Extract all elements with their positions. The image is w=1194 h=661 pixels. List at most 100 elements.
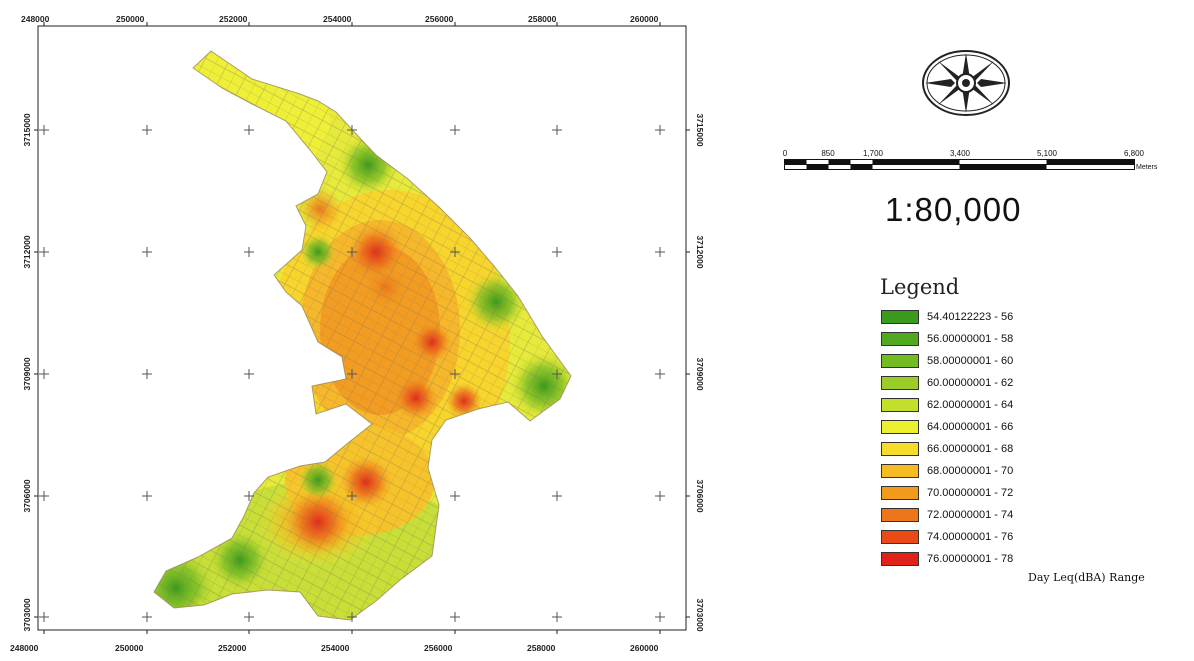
- graticule-cross: [244, 125, 254, 135]
- legend-title: Legend: [880, 275, 960, 299]
- legend-item: 58.00000001 - 60: [881, 350, 1013, 372]
- x-tick-label: 258000: [527, 643, 556, 653]
- graticule-cross: [450, 369, 460, 379]
- legend-swatch: [881, 398, 919, 412]
- legend-item: 66.00000001 - 68: [881, 438, 1013, 460]
- graticule-cross: [39, 247, 49, 257]
- graticule-cross: [655, 491, 665, 501]
- x-axis-bottom-labels: 248000 250000 252000 254000 256000 25800…: [10, 643, 659, 653]
- legend-swatch: [881, 376, 919, 390]
- x-tick-label: 248000: [10, 643, 39, 653]
- scale-tick-label: 5,100: [1036, 149, 1058, 158]
- legend-swatch: [881, 486, 919, 500]
- y-tick-label: 3712000: [695, 235, 705, 268]
- graticule-cross: [655, 369, 665, 379]
- scale-bar-graphic: [784, 159, 1135, 170]
- y-tick-label: 3715000: [22, 113, 32, 146]
- graticule-cross: [39, 491, 49, 501]
- legend-label: 74.00000001 - 76: [927, 531, 1014, 543]
- graticule-cross: [450, 247, 460, 257]
- noise-map-panel: 248000 250000 252000 254000 256000 25800…: [10, 14, 705, 653]
- x-tick-label: 252000: [219, 14, 248, 24]
- x-tick-label: 260000: [630, 14, 659, 24]
- graticule-cross: [347, 125, 357, 135]
- graticule-cross: [450, 125, 460, 135]
- x-tick-label: 256000: [425, 14, 454, 24]
- graticule-cross: [142, 247, 152, 257]
- graticule-cross: [552, 247, 562, 257]
- scale-ratio: 1:80,000: [885, 191, 1022, 228]
- noise-map: 248000 250000 252000 254000 256000 25800…: [10, 14, 705, 653]
- y-tick-label: 3709000: [22, 357, 32, 390]
- x-tick-label: 248000: [21, 14, 50, 24]
- graticule-cross: [347, 247, 357, 257]
- y-tick-label: 3715000: [695, 113, 705, 146]
- graticule-cross: [655, 247, 665, 257]
- graticule-cross: [347, 612, 357, 622]
- scale-tick-label: 850: [821, 149, 835, 158]
- graticule-cross: [655, 612, 665, 622]
- legend-swatch: [881, 420, 919, 434]
- x-axis-top-labels: 248000 250000 252000 254000 256000 25800…: [21, 14, 659, 24]
- legend: 54.40122223 - 56 56.00000001 - 58 58.00000…: [881, 306, 1013, 570]
- graticule-crosses: [39, 125, 665, 622]
- x-tick-label: 250000: [115, 643, 144, 653]
- x-tick-label: 254000: [323, 14, 352, 24]
- x-tick-label: 260000: [630, 643, 659, 653]
- legend-label: 58.00000001 - 60: [927, 355, 1014, 367]
- legend-label: 70.00000001 - 72: [927, 487, 1014, 499]
- legend-swatch: [881, 332, 919, 346]
- legend-item: 70.00000001 - 72: [881, 482, 1013, 504]
- y-tick-label: 3706000: [695, 479, 705, 512]
- legend-swatch: [881, 354, 919, 368]
- legend-label: 72.00000001 - 74: [927, 509, 1014, 521]
- legend-swatch: [881, 530, 919, 544]
- graticule-cross: [39, 369, 49, 379]
- graticule-cross: [142, 612, 152, 622]
- legend-swatch: [881, 442, 919, 456]
- legend-item: 56.00000001 - 58: [881, 328, 1013, 350]
- graticule-cross: [347, 491, 357, 501]
- legend-caption: Day Leq(dBA) Range: [1028, 571, 1145, 584]
- scale-tick-label: 3,400: [949, 149, 971, 158]
- legend-label: 54.40122223 - 56: [927, 311, 1014, 323]
- scale-tick-label: 1,700: [862, 149, 884, 158]
- x-tick-label: 256000: [424, 643, 453, 653]
- legend-item: 68.00000001 - 70: [881, 460, 1013, 482]
- graticule-cross: [39, 612, 49, 622]
- legend-item: 54.40122223 - 56: [881, 306, 1013, 328]
- legend-label: 62.00000001 - 64: [927, 399, 1014, 411]
- legend-item: 62.00000001 - 64: [881, 394, 1013, 416]
- legend-label: 60.00000001 - 62: [927, 377, 1014, 389]
- legend-item: 64.00000001 - 66: [881, 416, 1013, 438]
- graticule-cross: [347, 369, 357, 379]
- graticule-cross: [142, 369, 152, 379]
- x-tick-label: 250000: [116, 14, 145, 24]
- y-tick-label: 3712000: [22, 235, 32, 268]
- graticule-cross: [244, 612, 254, 622]
- scale-tick-label: 0: [782, 149, 788, 158]
- graticule-cross: [552, 125, 562, 135]
- graticule-cross: [142, 491, 152, 501]
- legend-label: 76.00000001 - 78: [927, 553, 1014, 565]
- legend-label: 56.00000001 - 58: [927, 333, 1014, 345]
- legend-swatch: [881, 464, 919, 478]
- x-tick-label: 254000: [321, 643, 350, 653]
- graticule-cross: [39, 125, 49, 135]
- map-info-panel: 0 850 1,700 3,400 5,100 6,800 Meters 1:8…: [740, 0, 1194, 656]
- y-axis-left-labels: 3715000 3712000 3709000 3706000 3703000: [22, 113, 32, 631]
- legend-item: 76.00000001 - 78: [881, 548, 1013, 570]
- y-axis-right-labels: 3715000 3712000 3709000 3706000 3703000: [695, 113, 705, 631]
- legend-swatch: [881, 508, 919, 522]
- x-tick-label: 252000: [218, 643, 247, 653]
- x-tick-label: 258000: [528, 14, 557, 24]
- graticule-cross: [450, 612, 460, 622]
- legend-item: 72.00000001 - 74: [881, 504, 1013, 526]
- y-tick-label: 3703000: [22, 598, 32, 631]
- legend-item: 74.00000001 - 76: [881, 526, 1013, 548]
- graticule-cross: [142, 125, 152, 135]
- graticule-cross: [552, 491, 562, 501]
- compass-rose-icon: [922, 50, 1010, 116]
- y-tick-label: 3703000: [695, 598, 705, 631]
- legend-label: 66.00000001 - 68: [927, 443, 1014, 455]
